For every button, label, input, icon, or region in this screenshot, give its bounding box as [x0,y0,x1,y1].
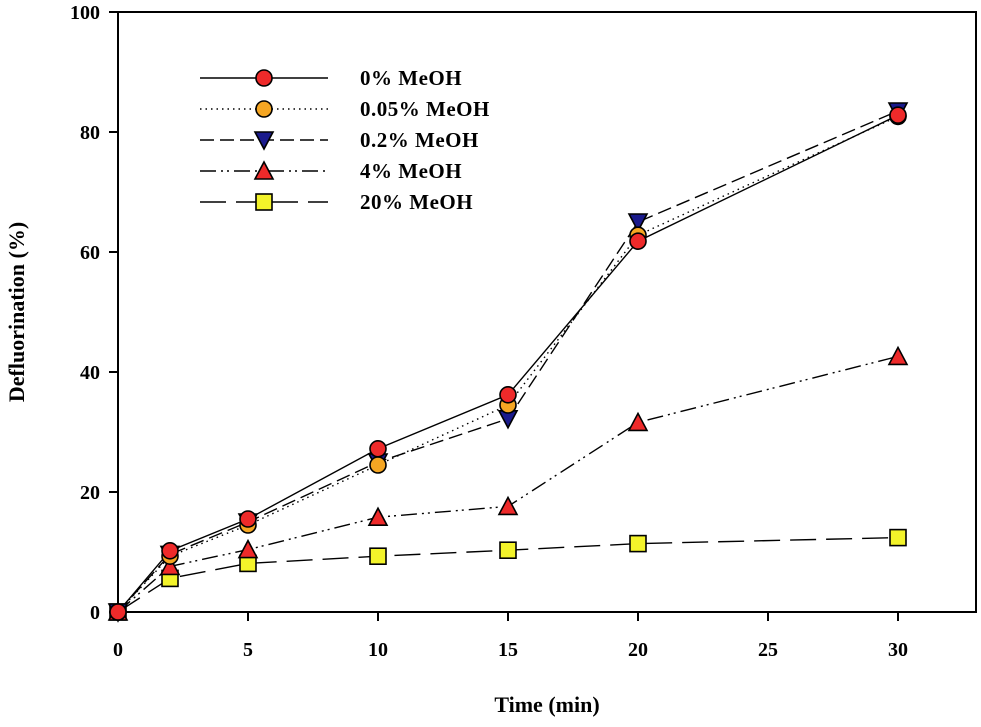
legend-marker [253,131,275,151]
x-tick-label: 20 [628,639,648,661]
x-tick-label: 25 [758,639,778,661]
y-tick-label: 20 [80,482,100,504]
legend: 0% MeOH 0.05% MeOH 0.2% MeOH 4% MeOH 20% MeO… [200,66,490,214]
legend-marker [255,100,273,118]
data-point [159,555,181,576]
series-line [117,114,899,613]
x-tick-label: 30 [888,639,908,661]
series-markers [107,102,909,623]
data-point [367,506,389,527]
x-tick-label: 5 [243,639,253,661]
y-tick-label: 0 [90,602,100,624]
y-tick-label: 100 [70,2,100,24]
legend-label: 20% MeOH [360,190,473,214]
legend-label: 0% MeOH [360,66,462,90]
data-point [161,541,179,560]
legend-label: 0.2% MeOH [360,128,479,152]
data-point [627,213,649,233]
data-point [499,541,517,560]
data-point [369,456,387,474]
data-point [497,495,519,516]
x-axis-title: Time (min) [494,692,599,717]
y-axis-title: Defluorination (%) [4,222,29,402]
data-point [109,603,127,621]
series-line [117,115,899,613]
data-point [237,538,259,559]
data-point [239,510,257,528]
data-point [629,534,647,553]
legend-marker [255,193,273,211]
data-point [627,411,649,432]
legend-label: 4% MeOH [360,159,462,183]
data-point [629,232,647,250]
data-point [369,547,387,566]
y-tick-label: 80 [80,122,100,144]
legend-marker [255,69,273,87]
data-point [499,385,517,404]
data-point [889,528,907,547]
legend-marker [253,160,275,180]
y-tick-label: 40 [80,362,100,384]
x-tick-label: 10 [368,639,388,661]
data-point [889,106,907,124]
plot-frame [117,11,977,613]
x-tick-label: 0 [113,639,123,661]
y-tick-label: 60 [80,242,100,264]
x-tick-label: 15 [498,639,518,661]
series-lines [117,110,899,613]
data-point [887,345,909,366]
data-point [369,439,387,458]
legend-label: 0.05% MeOH [360,97,490,121]
ticks-layer: 0 5 10 15 20 25 30 0 20 40 60 80 100 [70,2,908,661]
series-line [117,110,899,613]
